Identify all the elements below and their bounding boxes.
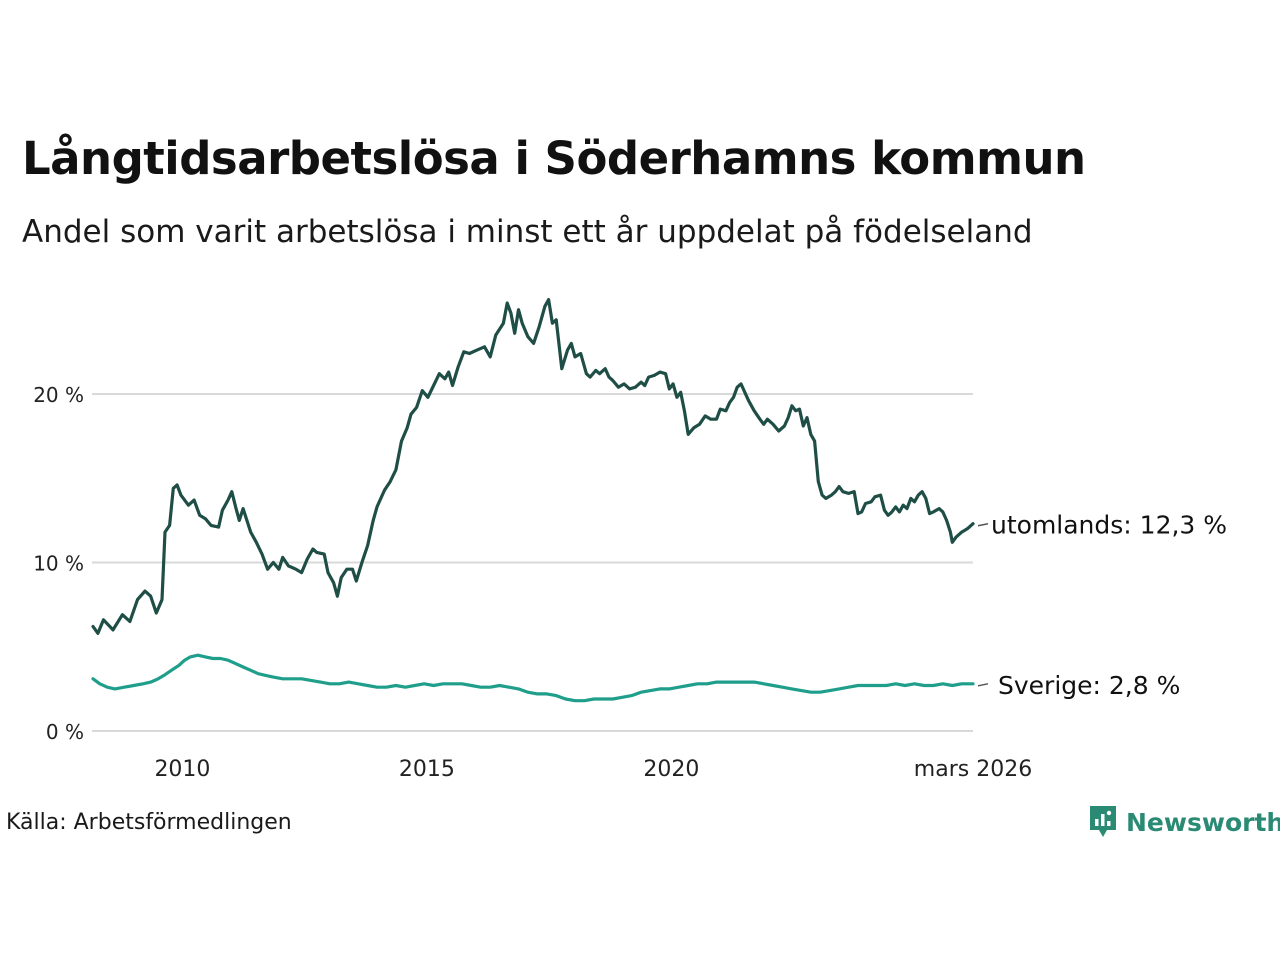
end-label-leader-1	[977, 683, 989, 687]
y-tick-label-2: 20 %	[33, 383, 84, 407]
series-line-utomlands	[91, 298, 975, 635]
y-tick-label-1: 10 %	[33, 551, 84, 575]
end-label-leader-0	[977, 522, 989, 527]
chart-subtitle: Andel som varit arbetslösa i minst ett å…	[22, 214, 1033, 250]
x-tick-label-3: mars 2026	[914, 757, 1032, 782]
chart-title: Långtidsarbetslösa i Söderhamns kommun	[22, 132, 1086, 185]
newsworthy-logo[interactable]: Newsworthy	[1088, 804, 1280, 840]
x-tick-label-2: 2020	[643, 757, 699, 782]
x-tick-label-0: 2010	[154, 757, 210, 782]
brand-name: Newsworthy	[1126, 807, 1280, 837]
source-note: Källa: Arbetsförmedlingen	[6, 810, 292, 835]
series-line-sverige	[91, 653, 975, 703]
newsworthy-icon	[1090, 806, 1116, 837]
x-tick-label-1: 2015	[399, 757, 455, 782]
end-label-sverige: Sverige: 2,8 %	[998, 671, 1180, 700]
y-tick-label-0: 0 %	[46, 720, 84, 744]
end-label-utomlands: utomlands: 12,3 %	[991, 511, 1227, 540]
